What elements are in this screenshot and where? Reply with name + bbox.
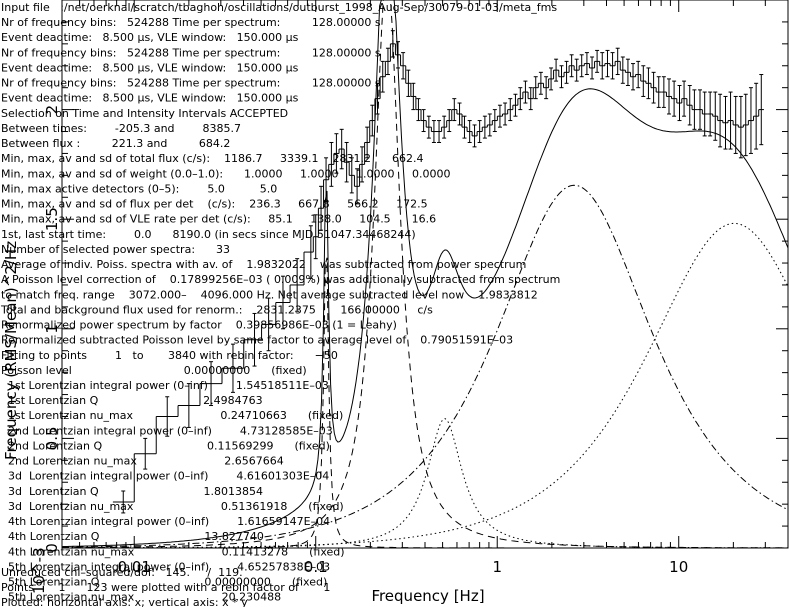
header-line: Number of selected power spectra: 33 xyxy=(1,243,230,256)
y-tick-label: 0 xyxy=(43,543,61,553)
header-line: Input file :/net/oerknal/scratch/tbaghoh… xyxy=(1,1,557,14)
header-line: 1st Lorentzian integral power (0–inf) 1.… xyxy=(1,379,329,392)
x-tick-labels: 0.01 0.1 1 10 xyxy=(118,558,689,576)
x-axis-title: Frequency [Hz] xyxy=(371,587,484,605)
footer-annotation-block: Unreduced chi–squared/dof: 145. / 119. Po… xyxy=(1,566,330,607)
header-line: Renormalized subtracted Poisson level by… xyxy=(1,334,513,347)
header-line: Between flux : 221.3 and 684.2 xyxy=(1,137,230,150)
footer-line: Plotted: horizontal axis: x; vertical ax… xyxy=(1,596,248,607)
y-tick-label: 1.5 xyxy=(43,207,61,231)
y-tick-labels: 0 0.5 1 1.5 2 xyxy=(43,105,61,553)
header-line: Min, max, av and sd of flux per det (c/s… xyxy=(1,198,428,211)
header-line: to match freq. range 3072.000– 4096.000 … xyxy=(1,288,538,301)
header-line: 1st, last start time: 0.0 8190.0 (in sec… xyxy=(1,228,416,241)
axis-ticks xyxy=(61,0,789,549)
header-line: Nr of frequency bins: 524288 Time per sp… xyxy=(1,77,381,90)
header-line: Average of indiv. Poiss. spectra with av… xyxy=(1,258,526,271)
header-line: Nr of frequency bins: 524288 Time per sp… xyxy=(1,16,381,29)
header-line: Min, max, av and sd of weight (0.0–1.0):… xyxy=(1,167,450,180)
header-line: 3d Lorentzian nu_max 0.51361918 (fixed) xyxy=(1,500,344,513)
footer-line: Points 1 123 were plotted with a rebin f… xyxy=(1,581,330,594)
header-line: Selection on Time and Intensity Interval… xyxy=(1,107,288,120)
header-line: 4th Lorentzian Q 13.827740 xyxy=(1,530,264,543)
header-line: 2nd Lorentzian nu_max 2.6567664 xyxy=(1,455,284,468)
header-line: A Poisson level correction of 0.17899256… xyxy=(1,273,560,286)
header-annotation-block: Input file :/net/oerknal/scratch/tbaghoh… xyxy=(0,1,560,604)
header-line: Min, max, av and sd of VLE rate per det … xyxy=(1,213,436,226)
header-line: Event deadtime: 8.500 μs, VLE window: 15… xyxy=(1,61,299,74)
header-line: Fitting to points 1 to 3840 with rebin f… xyxy=(1,349,338,362)
y-axis-title: Frequency (RMS/Mean)^2/Hz xyxy=(2,241,20,460)
header-line: 1st Lorentzian Q 2.4984763 xyxy=(1,394,263,407)
header-line: Poisson level 0.00000000 (fixed) xyxy=(1,364,307,377)
header-line: 2nd Lorentzian integral power (0–inf) 4.… xyxy=(1,424,333,437)
total-model-curve xyxy=(61,0,789,548)
data-series xyxy=(112,30,764,514)
header-line: 5th Lorentzian Q 0.00000000 (fixed) xyxy=(1,576,327,589)
y-tick-label: 1 xyxy=(43,324,61,334)
y-axis-scale-group: 10^-3 xyxy=(30,547,48,594)
y-axis-scale-text: 10^-3 xyxy=(30,547,48,594)
model-component-curve xyxy=(62,418,788,549)
header-line: Event deadtime: 8.500 μs, VLE window: 15… xyxy=(1,92,299,105)
x-tick-label: 0.01 xyxy=(118,558,151,576)
header-line: Renormalized power spectrum by factor 0.… xyxy=(1,319,397,332)
header-line: Min, max, av and sd of total flux (c/s):… xyxy=(1,152,423,165)
header-line: 4th Lorentzian nu_max 0.11413278 (fixed) xyxy=(1,545,345,558)
header-line: Min, max active detectors (0–5): 5.0 5.0 xyxy=(1,182,277,195)
header-line: Event deadtime: 8.500 μs, VLE window: 15… xyxy=(1,31,299,44)
x-tick-label: 10 xyxy=(669,558,688,576)
header-line: Between times: -205.3 and 8385.7 xyxy=(1,122,241,135)
y-axis-title-group: Frequency (RMS/Mean)^2/Hz xyxy=(2,241,20,460)
model-component-curve xyxy=(61,184,789,548)
x-tick-label: 1 xyxy=(492,558,502,576)
header-line: 5th Lorentzian integral power (0–inf) 4.… xyxy=(1,560,330,573)
header-line: 5th Lorentzian nu_max 20.230488 xyxy=(1,591,281,604)
model-component-curve xyxy=(62,257,788,549)
header-line: Nr of frequency bins: 524288 Time per sp… xyxy=(1,46,381,59)
model-component-curve xyxy=(62,0,788,549)
header-line: 3d Lorentzian integral power (0–inf) 4.6… xyxy=(1,470,329,483)
header-line: 4th Lorentzian integral power (0–inf) 1.… xyxy=(1,515,330,528)
y-tick-label: 2 xyxy=(43,105,61,115)
x-tick-label: 0.1 xyxy=(304,558,328,576)
model-components xyxy=(61,0,789,549)
header-line: 1st Lorentzian nu_max 0.24710663 (fixed) xyxy=(1,409,343,422)
header-line: 3d Lorentzian Q 1.8013854 xyxy=(1,485,263,498)
y-tick-label: 0.5 xyxy=(43,426,61,450)
header-line: Total and background flux used for renor… xyxy=(0,303,433,316)
header-line: 2nd Lorentzian Q 0.11569299 (fixed) xyxy=(1,439,330,452)
footer-line: Unreduced chi–squared/dof: 145. / 119. xyxy=(1,566,243,579)
